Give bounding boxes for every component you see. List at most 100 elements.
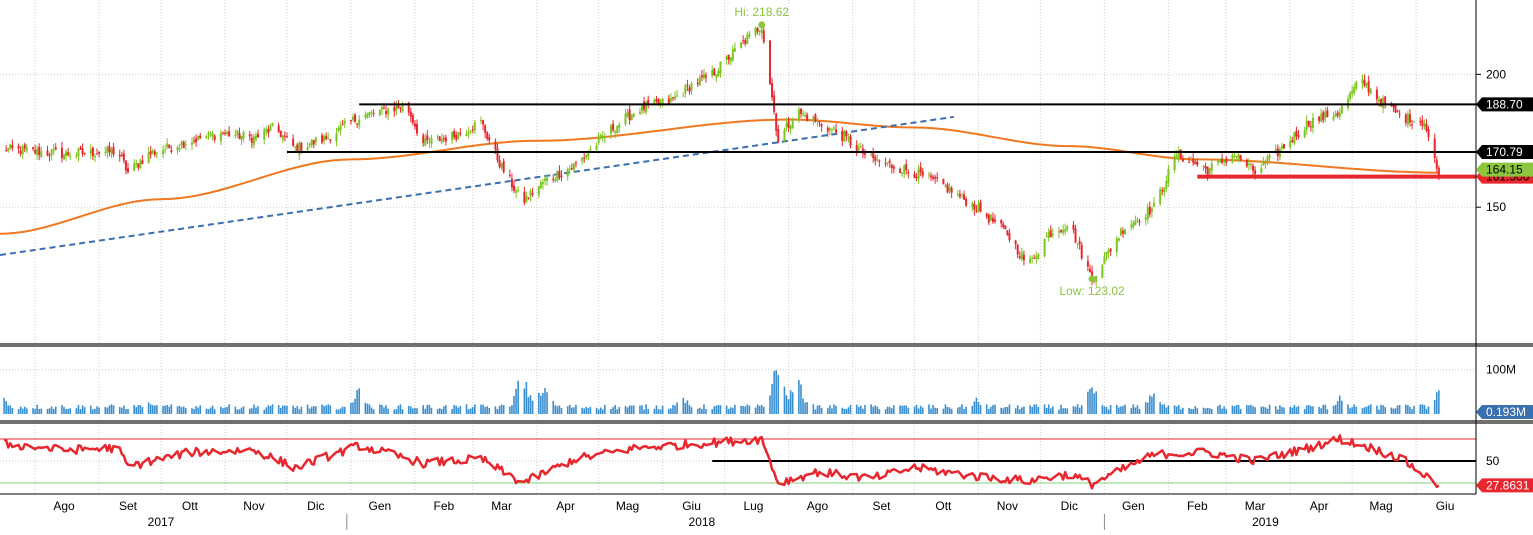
candle-body xyxy=(162,150,165,155)
volume-bar xyxy=(92,409,94,414)
candle-body xyxy=(34,149,37,154)
volume-bar xyxy=(959,406,961,414)
volume-bar xyxy=(985,404,988,414)
volume-bar xyxy=(1246,405,1248,414)
candle-body xyxy=(1167,168,1170,183)
candle-body xyxy=(1280,145,1283,149)
volume-bar xyxy=(1260,406,1263,414)
candle-body xyxy=(1326,109,1329,118)
candle-body xyxy=(884,163,887,165)
candle-body xyxy=(269,126,272,131)
candle-body xyxy=(120,155,123,157)
candle-body xyxy=(589,148,592,151)
volume-bar xyxy=(1058,409,1060,414)
candle-body xyxy=(496,148,499,161)
x-month-label: Mag xyxy=(1369,499,1392,513)
candle-body xyxy=(657,99,660,105)
candle-body xyxy=(349,119,352,122)
volume-bar xyxy=(531,400,534,414)
candle-body xyxy=(1404,114,1407,123)
volume-bar xyxy=(1047,404,1050,414)
volume-bar xyxy=(465,404,468,414)
candle-body xyxy=(1119,228,1122,236)
volume-bar xyxy=(1116,404,1118,414)
candle-body xyxy=(1289,140,1292,147)
volume-bar xyxy=(147,402,150,414)
candle-body xyxy=(991,217,994,223)
volume-bar xyxy=(771,384,773,414)
candle-body xyxy=(1340,106,1343,114)
volume-bar xyxy=(263,409,266,414)
candle-body xyxy=(927,174,930,176)
volume-bar xyxy=(265,407,268,414)
volume-bar xyxy=(77,404,80,414)
candle-body xyxy=(221,132,224,134)
candle-body xyxy=(754,27,757,36)
candle-body xyxy=(164,149,167,151)
candle-body xyxy=(599,134,602,138)
volume-bar xyxy=(903,405,905,414)
candle-body xyxy=(1076,243,1079,245)
candle-body xyxy=(484,125,487,133)
candle-body xyxy=(746,35,749,45)
candle-body xyxy=(1324,111,1327,118)
candle-body xyxy=(1020,252,1023,260)
candle-body xyxy=(768,40,771,85)
volume-bar xyxy=(831,408,833,414)
candle-body xyxy=(1165,181,1168,189)
volume-bar xyxy=(990,406,992,414)
volume-bar xyxy=(849,404,852,414)
volume-bar xyxy=(1167,405,1170,414)
volume-bar xyxy=(946,406,949,414)
volume-bar xyxy=(1250,404,1252,414)
candle-body xyxy=(1088,268,1091,272)
candle-body xyxy=(682,95,685,97)
candle-body xyxy=(1159,189,1162,204)
volume-bar xyxy=(69,408,71,414)
x-month-label: Feb xyxy=(1187,499,1208,513)
volume-bar xyxy=(899,405,901,414)
volume-bar xyxy=(1394,408,1397,414)
candle-body xyxy=(502,161,505,173)
candle-body xyxy=(787,120,790,128)
volume-bar xyxy=(1107,409,1110,414)
volume-bar xyxy=(1060,404,1062,414)
candle-body xyxy=(263,129,266,140)
volume-bar xyxy=(1192,409,1194,414)
candle-body xyxy=(956,193,959,195)
volume-bar xyxy=(1064,408,1066,414)
volume-bar xyxy=(154,405,156,414)
volume-bar xyxy=(977,401,980,414)
x-month-label: Mag xyxy=(616,499,639,513)
volume-bar xyxy=(104,407,107,414)
candle-body xyxy=(917,169,920,179)
volume-bar xyxy=(50,406,53,414)
volume-bar xyxy=(1132,404,1135,414)
candle-body xyxy=(469,131,472,133)
candle-body xyxy=(135,163,138,165)
volume-bar xyxy=(744,406,747,414)
candle-body xyxy=(207,132,210,135)
candle-body xyxy=(797,109,800,121)
volume-bar xyxy=(1217,405,1219,414)
x-month-label: Dic xyxy=(1061,499,1078,513)
candle-body xyxy=(659,101,662,105)
volume-bar xyxy=(787,399,790,414)
candle-body xyxy=(857,147,860,150)
candle-body xyxy=(1369,89,1372,94)
volume-bar xyxy=(1262,406,1265,414)
candle-body xyxy=(690,83,693,91)
candle-body xyxy=(936,177,939,179)
volume-bar xyxy=(1332,405,1335,414)
candle-body xyxy=(1202,166,1205,168)
candle-body xyxy=(1332,116,1335,120)
candle-body xyxy=(888,160,891,163)
candle-body xyxy=(1194,161,1197,165)
volume-bar xyxy=(1182,407,1184,414)
volume-bar xyxy=(544,388,546,414)
volume-bar xyxy=(226,406,228,414)
volume-bar xyxy=(758,405,761,414)
candle-body xyxy=(1018,256,1021,258)
volume-bar xyxy=(52,409,55,414)
volume-bar xyxy=(81,405,84,414)
